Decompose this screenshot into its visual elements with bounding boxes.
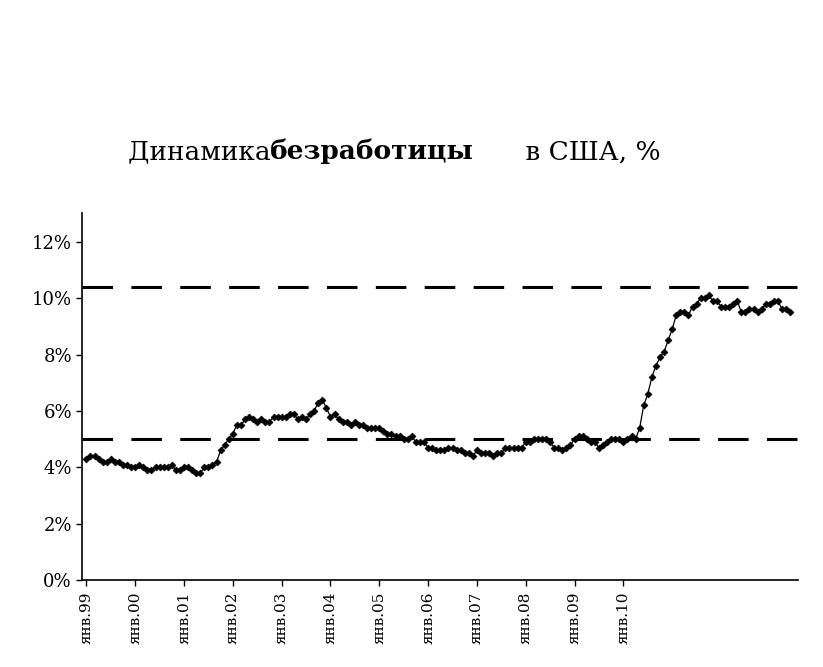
Text: безработицы: безработицы — [269, 139, 473, 165]
Text: в США, %: в США, % — [517, 139, 660, 164]
Text: Динамика: Динамика — [128, 139, 279, 164]
